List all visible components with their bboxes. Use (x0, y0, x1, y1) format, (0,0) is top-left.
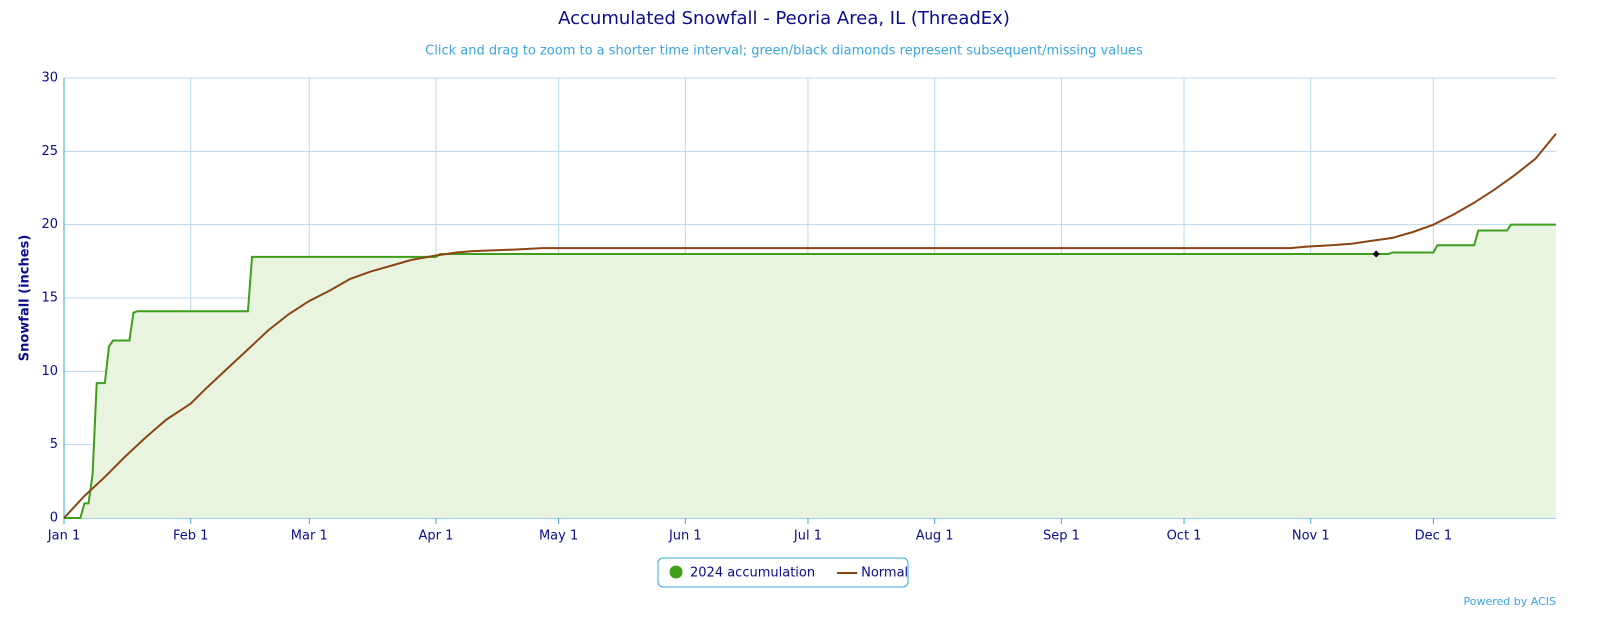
x-tick-label: Dec 1 (1415, 529, 1453, 544)
credit: Powered by ACIS (1464, 595, 1557, 608)
legend-box (657, 557, 909, 588)
y-tick-label: 25 (41, 144, 58, 159)
y-tick-label: 0 (50, 511, 58, 526)
x-tick-label: Jan 1 (47, 529, 80, 544)
x-tick-label: Aug 1 (916, 529, 954, 544)
y-tick-label: 10 (41, 364, 58, 379)
x-tick-label: May 1 (539, 529, 578, 544)
x-tick-label: Jul 1 (793, 529, 822, 544)
y-tick-label: 30 (41, 71, 58, 86)
legend-label: 2024 accumulation (690, 566, 815, 581)
chart-title: Accumulated Snowfall - Peoria Area, IL (… (558, 8, 1010, 29)
line (63, 133, 1557, 519)
y-tick-label: 15 (41, 291, 58, 306)
x-tick-label: Jun 1 (668, 529, 702, 544)
x-tick-label: Oct 1 (1167, 529, 1202, 544)
legend-symbol (669, 565, 683, 579)
x-tick-label: Nov 1 (1292, 529, 1330, 544)
y-axis-label: Snowfall (inches) (18, 235, 33, 362)
x-tick-label: Feb 1 (173, 529, 208, 544)
line (64, 223, 1556, 519)
area (64, 224, 1556, 518)
x-tick-label: Sep 1 (1043, 529, 1080, 544)
legend-label: Normal (861, 566, 908, 581)
x-tick-label: Apr 1 (419, 529, 454, 544)
y-tick-label: 20 (41, 217, 58, 232)
missing-marker (1372, 250, 1380, 258)
chart-subtitle: Click and drag to zoom to a shorter time… (425, 44, 1143, 59)
y-tick-label: 5 (50, 437, 58, 452)
x-tick-label: Mar 1 (291, 529, 328, 544)
